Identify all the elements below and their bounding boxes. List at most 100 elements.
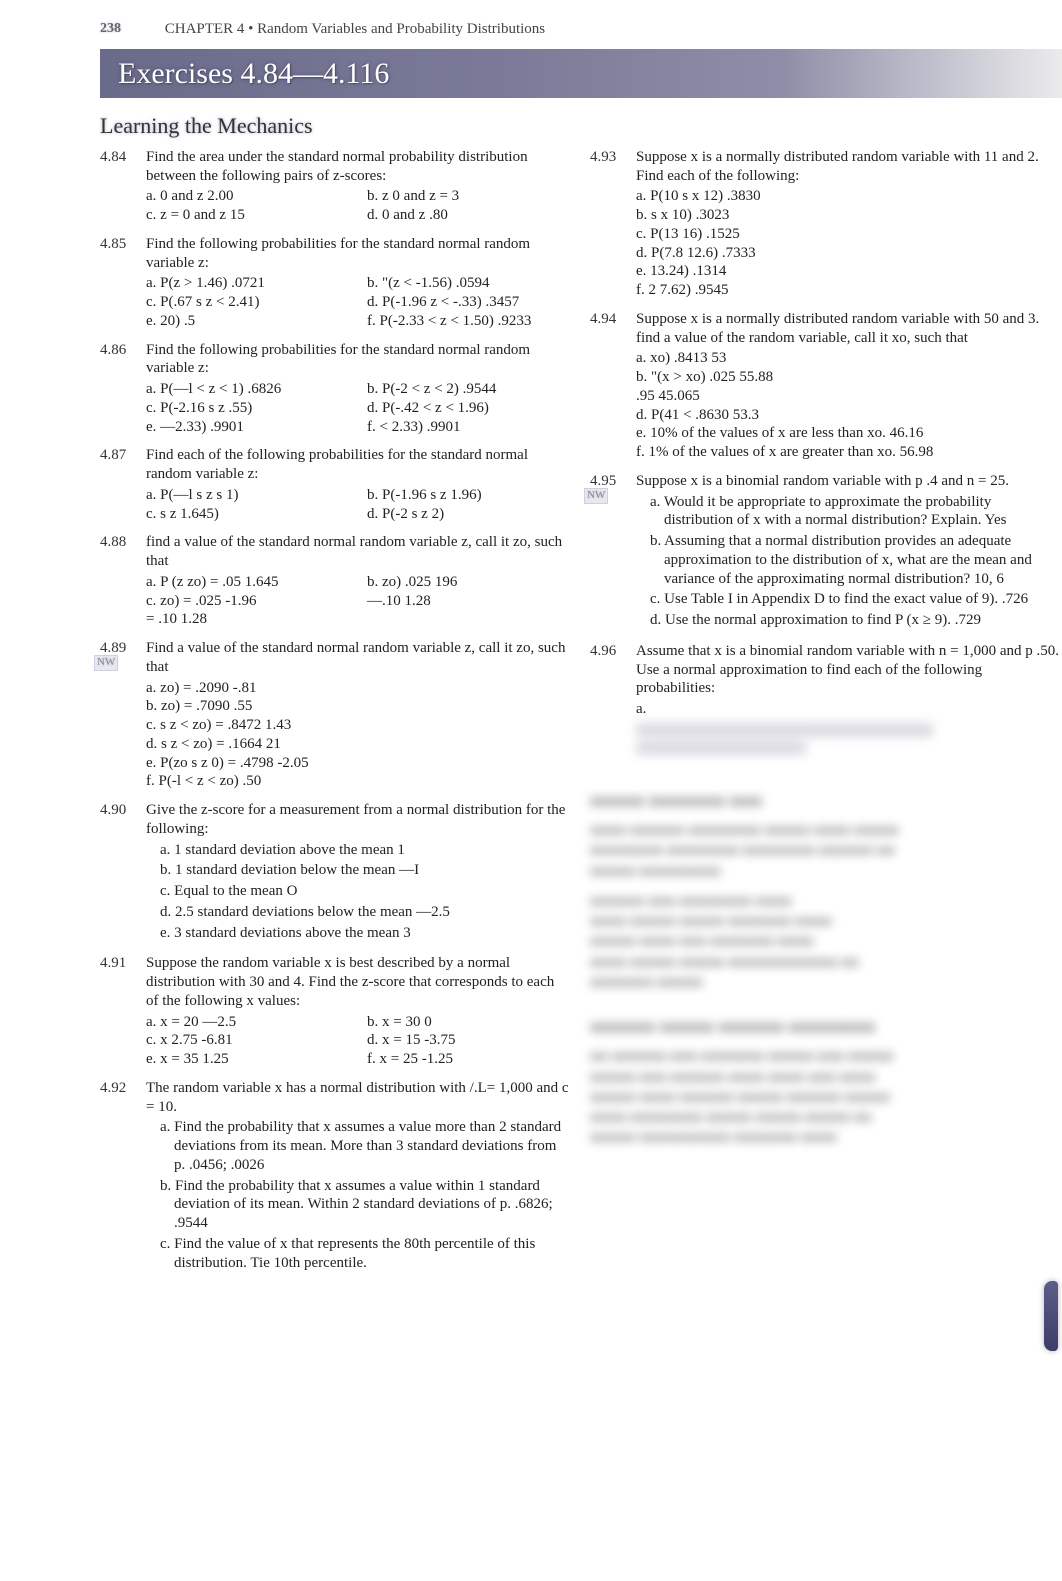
ex-part: b. P(-2 < z < 2) .9544 — [367, 380, 570, 399]
redacted-line: ■■■■■ ■■■■ ■■■■■■ ■■■■■ ■■■■■■ ■■■■■ — [590, 1088, 1060, 1108]
ex-part: b. 1 standard deviation below the mean —… — [160, 861, 570, 880]
chapter-title: CHAPTER 4 • Random Variables and Probabi… — [165, 21, 545, 37]
ex-number: 4.86 — [100, 341, 146, 360]
ex-part: .95 45.065 — [636, 387, 1060, 406]
ex-part: c. z = 0 and z 15 — [146, 206, 349, 225]
ex-part: d. P(-.42 < z < 1.96) — [367, 399, 570, 418]
ex-prompt: Suppose x is a normally distributed rand… — [636, 310, 1060, 348]
exercise-4-91: 4.91 Suppose the random variable x is be… — [100, 954, 570, 1069]
ex-prompt: The random variable x has a normal distr… — [146, 1079, 570, 1117]
ex-number: 4.96 — [590, 642, 636, 661]
ex-part: a. — [636, 700, 1060, 719]
ex-part: a. P(—l s z s 1) — [146, 486, 349, 505]
redacted-line: ■■■■■ ■■■ ■■■■■■ ■■■■ ■■■■ ■■■ ■■■■ — [590, 1068, 1060, 1088]
ex-number: 4.88 — [100, 533, 146, 552]
ex-part: a. Would it be appropriate to approximat… — [650, 493, 1060, 531]
right-column: 4.93 Suppose x is a normally distributed… — [590, 148, 1060, 1149]
exercise-4-92: 4.92 The random variable x has a normal … — [100, 1079, 570, 1275]
ex-part: c. P(-2.16 s z .55) — [146, 399, 349, 418]
ex-part: f. 1% of the values of x are greater tha… — [636, 443, 1060, 462]
ex-part: f. < 2.33) .9901 — [367, 418, 570, 437]
redacted-line: ■■■■■ ■■■■■■■■■■ ■■■■■■■ ■■■■ — [590, 1128, 1060, 1148]
redacted-line: ■■■■■■■■ ■■■■■■■■ ■■■■■■■■ ■■■■■■ ■■ — [590, 841, 1060, 861]
ex-part: a. Find the probability that x assumes a… — [160, 1118, 570, 1174]
columns: 4.84 Find the area under the standard no… — [100, 148, 1060, 1285]
ex-part: = .10 1.28 — [146, 610, 349, 629]
ex-number: 4.94 — [590, 310, 636, 329]
page-tab-icon — [1044, 1281, 1058, 1351]
ex-prompt: Find the area under the standard normal … — [146, 148, 570, 186]
redacted-line: ■■■■■■ ■■■■■ ■■■■■■ ■■■■■■■■ — [590, 1015, 1060, 1039]
ex-part: c. Use Table I in Appendix D to find the… — [650, 590, 1060, 609]
ex-number: 4.84 — [100, 148, 146, 167]
exercise-4-85: 4.85 Find the following probabilities fo… — [100, 235, 570, 331]
ex-prompt: Find a value of the standard normal rand… — [146, 639, 570, 677]
ex-part: c. Equal to the mean O — [160, 882, 570, 901]
exercise-4-93: 4.93 Suppose x is a normally distributed… — [590, 148, 1060, 300]
ex-number: 4.91 — [100, 954, 146, 973]
ex-part: a. zo) = .2090 -.81 — [146, 679, 570, 698]
redacted-line: ■■ ■■■■■■ ■■■ ■■■■■■■ ■■■■■ ■■■ ■■■■■ — [590, 1047, 1060, 1067]
ex-part: e. 20) .5 — [146, 312, 349, 331]
ex-part: a. x = 20 —2.5 — [146, 1013, 349, 1032]
ex-prompt: Suppose x is a normally distributed rand… — [636, 148, 1060, 186]
redacted-line: ■■■■ ■■■■■ ■■■■■ ■■■■■■■■■■■■ ■■ — [590, 953, 1060, 973]
ex-part: f. 2 7.62) .9545 — [636, 281, 1060, 300]
exercise-4-90: 4.90 Give the z-score for a measurement … — [100, 801, 570, 944]
exercise-4-95: 4.95 Suppose x is a binomial random vari… — [590, 472, 1060, 632]
ex-prompt: find a value of the standard normal rand… — [146, 533, 570, 571]
ex-prompt: Find the following probabilities for the… — [146, 235, 570, 273]
ex-part: c. P(.67 s z < 2.41) — [146, 293, 349, 312]
ex-part: d. x = 15 -3.75 — [367, 1031, 570, 1050]
ex-part: f. P(-l < z < zo) .50 — [146, 772, 570, 791]
ex-number: 4.93 — [590, 148, 636, 167]
page: 238 CHAPTER 4 • Random Variables and Pro… — [0, 0, 1062, 1581]
redacted-block — [636, 723, 1060, 755]
ex-prompt: Find each of the following probabilities… — [146, 446, 570, 484]
ex-part: d. P(-1.96 z < -.33) .3457 — [367, 293, 570, 312]
left-column: 4.84 Find the area under the standard no… — [100, 148, 570, 1285]
redacted-line: ■■■■ ■■■■■■ ■■■■■■■■ ■■■■■ ■■■■ ■■■■■ — [590, 821, 1060, 841]
ex-part: —.10 1.28 — [367, 592, 570, 611]
ex-part: e. P(zo s z 0) = .4798 -2.05 — [146, 754, 570, 773]
ex-number: 4.85 — [100, 235, 146, 254]
ex-part: c. Find the value of x that represents t… — [160, 1235, 570, 1273]
ex-part: a. 0 and z 2.00 — [146, 187, 349, 206]
ex-part: d. P(7.8 12.6) .7333 — [636, 244, 1060, 263]
ex-part: c. P(13 16) .1525 — [636, 225, 1060, 244]
ex-part: b. "(z < -1.56) .0594 — [367, 274, 570, 293]
ex-part: a. P (z zo) = .05 1.645 — [146, 573, 349, 592]
ex-part: e. 10% of the values of x are less than … — [636, 424, 1060, 443]
section-heading: Learning the Mechanics — [100, 112, 1062, 140]
ex-part: b. zo) = .7090 .55 — [146, 697, 570, 716]
running-head: 238 CHAPTER 4 • Random Variables and Pro… — [100, 20, 1062, 39]
exercise-4-86: 4.86 Find the following probabilities fo… — [100, 341, 570, 437]
ex-part: d. P(-2 s z 2) — [367, 505, 570, 524]
redacted-line: ■■■■■ ■■■■ ■■■ ■■■■■■■ ■■■■ — [590, 932, 1060, 952]
ex-part: b. Assuming that a normal distribution p… — [650, 532, 1060, 588]
ex-part: c. s z 1.645) — [146, 505, 349, 524]
ex-part: b. P(-1.96 s z 1.96) — [367, 486, 570, 505]
ex-prompt: Suppose the random variable x is best de… — [146, 954, 570, 1010]
ex-number: 4.95 — [590, 472, 636, 491]
ex-part: b. Find the probability that x assumes a… — [160, 1177, 570, 1233]
ex-number: 4.87 — [100, 446, 146, 465]
ex-part: c. x 2.75 -6.81 — [146, 1031, 349, 1050]
ex-part: e. 13.24) .1314 — [636, 262, 1060, 281]
exercise-banner: Exercises 4.84—4.116 — [100, 49, 1062, 99]
exercise-4-88: 4.88 find a value of the standard normal… — [100, 533, 570, 629]
exercise-4-87: 4.87 Find each of the following probabil… — [100, 446, 570, 523]
ex-part: d. P(41 < .8630 53.3 — [636, 406, 1060, 425]
ex-part: e. x = 35 1.25 — [146, 1050, 349, 1069]
ex-prompt: Assume that x is a binomial random varia… — [636, 642, 1060, 698]
ex-prompt: Find the following probabilities for the… — [146, 341, 570, 379]
redacted-line: ■■■■■ ■■■■■■■■■ — [590, 862, 1060, 882]
ex-number: 4.89 — [100, 639, 146, 658]
redacted-block: ■■■■■ ■■■■■■■ ■■■ ■■■■ ■■■■■■ ■■■■■■■■ ■… — [590, 789, 1060, 1149]
exercise-4-84: 4.84 Find the area under the standard no… — [100, 148, 570, 225]
ex-number: 4.90 — [100, 801, 146, 820]
ex-part: a. P(10 s x 12) .3830 — [636, 187, 1060, 206]
ex-part: f. x = 25 -1.25 — [367, 1050, 570, 1069]
redacted-line: ■■■■ ■■■■■ ■■■■■ ■■■■■■■ ■■■■ — [590, 912, 1060, 932]
page-number: 238 — [100, 20, 121, 38]
